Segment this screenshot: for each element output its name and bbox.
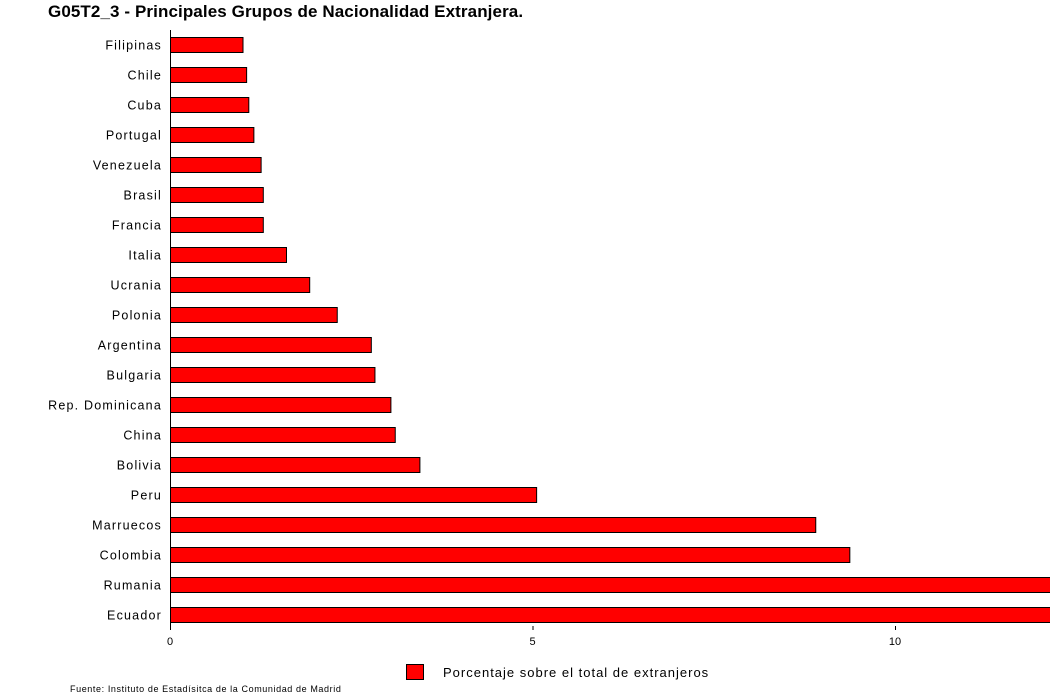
chart-title: G05T2_3 - Principales Grupos de Nacional…: [48, 2, 524, 21]
bar: [170, 157, 262, 173]
category-label: Portugal: [106, 129, 162, 143]
category-labels: Filipinas Chile Cuba Portugal Venezuela Brasi…: [48, 39, 163, 623]
x-tick-label: 5: [529, 636, 535, 648]
category-label: Bolivia: [117, 459, 162, 473]
legend-swatch: [406, 664, 424, 680]
category-label: Chile: [128, 69, 163, 83]
category-label: Argentina: [98, 339, 162, 353]
category-label: Rumania: [104, 579, 162, 593]
category-label: Venezuela: [93, 159, 162, 173]
category-label: Polonia: [112, 309, 162, 323]
category-label: Filipinas: [105, 39, 162, 53]
bar: [170, 247, 287, 263]
bar: [170, 37, 244, 53]
category-label: Francia: [112, 219, 162, 233]
bar: [170, 607, 1050, 623]
category-label: Ucrania: [111, 279, 162, 293]
bar: [170, 337, 372, 353]
bar: [170, 307, 338, 323]
category-label: China: [123, 429, 162, 443]
bar: [170, 547, 851, 563]
bar: [170, 97, 250, 113]
bars-layer: [170, 37, 1050, 623]
category-label: Brasil: [124, 189, 162, 203]
bar: [170, 217, 264, 233]
bar: [170, 577, 1050, 593]
category-label: Italia: [128, 249, 162, 263]
bar: [170, 277, 311, 293]
x-tick-label: 0: [167, 636, 173, 648]
bar: [170, 427, 396, 443]
bar: [170, 487, 538, 503]
source-note: Fuente: Instituto de Estadísitca de la C…: [70, 684, 342, 694]
category-label: Colombia: [100, 549, 162, 563]
x-tick-label: 10: [889, 636, 901, 648]
category-label: Bulgaria: [107, 369, 162, 383]
bar: [170, 187, 264, 203]
category-label: Cuba: [127, 99, 162, 113]
bar: [170, 127, 255, 143]
category-label: Ecuador: [107, 609, 162, 623]
legend-label: Porcentaje sobre el total de extranjeros: [443, 664, 710, 680]
bar-chart: Filipinas Chile Cuba Portugal Venezuela Brasi…: [48, 30, 1050, 648]
category-label: Peru: [131, 489, 162, 503]
category-label: Marruecos: [92, 519, 162, 533]
bar: [170, 397, 392, 413]
bar: [170, 457, 421, 473]
bar: [170, 367, 376, 383]
bar: [170, 517, 817, 533]
legend: Porcentaje sobre el total de extranjeros: [406, 664, 709, 680]
axes-layer: 05101520: [167, 30, 901, 648]
bar: [170, 67, 248, 83]
category-label: Rep. Dominicana: [48, 399, 162, 413]
